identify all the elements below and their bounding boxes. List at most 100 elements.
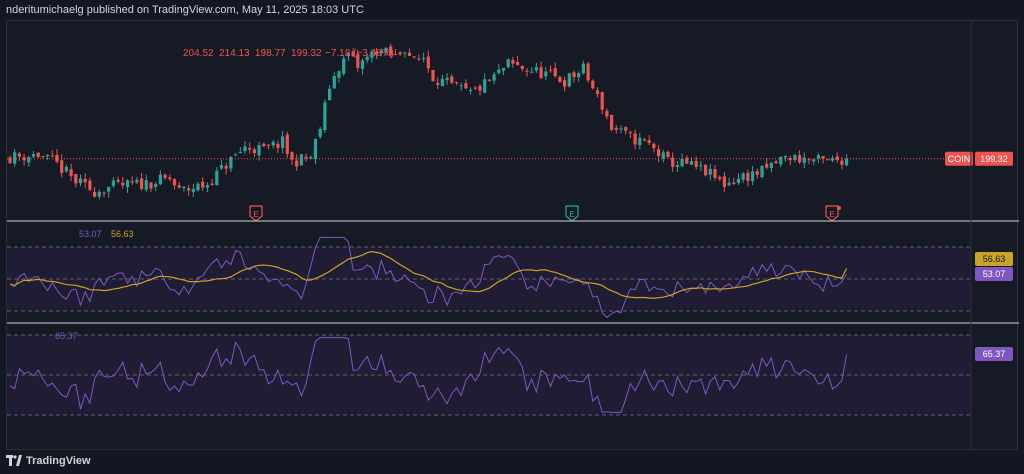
candle-body [732, 182, 736, 184]
osc-band [7, 335, 971, 415]
candle-body [215, 170, 219, 186]
candle-body [548, 69, 553, 71]
rsi-legend-value: 53.07 [79, 229, 102, 239]
candle-body [591, 80, 595, 89]
candle-body [22, 157, 26, 161]
last-price-tag-text: 199.32 [980, 154, 1008, 164]
candle-body [83, 178, 87, 183]
candle-body [8, 157, 12, 164]
candle-body [365, 56, 369, 61]
tradingview-brand: TradingView [26, 455, 91, 467]
candle-body [403, 52, 407, 54]
candles-group [8, 43, 849, 200]
candle-body [407, 52, 412, 56]
candle-body [140, 178, 144, 189]
candle-body [370, 51, 374, 58]
candle-body [671, 157, 675, 167]
candle-body [652, 143, 656, 149]
candle-body [793, 154, 797, 160]
candle-body [426, 56, 430, 69]
candle-body [332, 75, 336, 89]
candle-body [342, 58, 346, 74]
candle-body [520, 66, 524, 69]
candle-body [469, 89, 473, 91]
candle-body [534, 67, 538, 71]
rsi-tag-bg [975, 267, 1013, 281]
candle-body [511, 59, 515, 64]
candle-body [760, 166, 764, 178]
candle-body [93, 191, 97, 197]
candle-body [177, 185, 181, 188]
candle-body [459, 85, 463, 87]
candle-body [64, 166, 68, 172]
ohlc-open: 204.52 [183, 48, 214, 59]
candle-body [97, 191, 101, 197]
candle-body [783, 156, 788, 158]
candle-body [473, 87, 477, 89]
ohlc-change: −7.18 (−3.48%) [325, 48, 394, 59]
candle-body [13, 152, 17, 164]
candle-body [351, 51, 355, 57]
candle-body [624, 127, 628, 131]
candle-body [281, 136, 285, 148]
candle-body [501, 67, 506, 71]
candle-body [558, 76, 562, 83]
candle-body [257, 145, 261, 156]
candle-body [389, 46, 393, 56]
candle-body [313, 138, 318, 159]
candle-body [826, 159, 830, 161]
candle-body [689, 161, 694, 165]
candle-body [248, 147, 252, 150]
chart-canvas[interactable]: COIN 199.32 E E E 53.07 56.63 56.63 53.07 65.37 65… [7, 21, 1019, 451]
tradingview-logo-icon [6, 455, 22, 466]
candle-body [149, 182, 153, 189]
candle-body [830, 158, 835, 161]
candle-body [238, 152, 242, 154]
top-bar: nderitumichaelg published on TradingView… [0, 0, 1024, 20]
last-price-tag-bg [975, 151, 1013, 166]
candle-body [638, 137, 642, 146]
candle-body [304, 156, 308, 159]
candle-body [135, 179, 139, 183]
candle-body [88, 180, 92, 190]
candle-body [605, 110, 609, 117]
chart-area[interactable]: COIN 199.32 E E E 53.07 56.63 56.63 53.07 65.37 65… [6, 20, 1019, 451]
candle-body [224, 165, 228, 169]
candle-body [210, 183, 214, 186]
candle-body [619, 128, 623, 130]
candle-body [657, 149, 661, 157]
candle-body [187, 188, 191, 191]
candle-body [610, 114, 614, 130]
candle-body [191, 188, 195, 192]
candle-body [600, 92, 604, 110]
candle-body [154, 184, 158, 187]
footer: TradingView [0, 450, 1024, 474]
rsi-ma-tag-bg [975, 252, 1013, 266]
candle-body [642, 139, 647, 141]
osc-legend-value: 65.37 [55, 331, 78, 341]
candle-body [666, 151, 670, 157]
candle-body [464, 83, 468, 89]
candle-body [840, 160, 844, 165]
candle-body [478, 85, 482, 91]
candle-body [36, 152, 40, 158]
candle-body [845, 158, 849, 166]
candle-body [577, 73, 581, 78]
candle-body [384, 47, 388, 53]
candle-body [309, 157, 313, 159]
candle-body [525, 70, 529, 72]
candle-body [74, 174, 78, 184]
candle-body [572, 72, 576, 78]
candle-body [497, 69, 501, 74]
candle-body [647, 140, 651, 143]
candle-body [812, 159, 816, 162]
candle-body [182, 186, 186, 189]
candle-body [661, 152, 665, 159]
candle-body [41, 156, 45, 158]
candle-body [779, 157, 783, 165]
candle-body [436, 83, 440, 85]
candle-body [699, 165, 703, 167]
candle-body [196, 183, 200, 191]
candle-body [450, 76, 454, 83]
candle-body [328, 88, 332, 101]
